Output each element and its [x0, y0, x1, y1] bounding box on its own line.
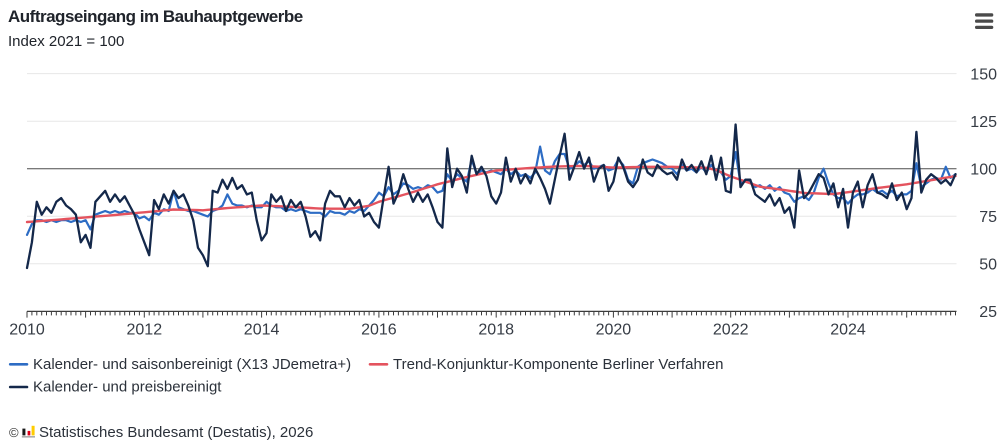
svg-text:125: 125 [970, 114, 997, 131]
svg-text:Trend-Konjunktur-Komponente Be: Trend-Konjunktur-Komponente Berliner Ver… [393, 356, 723, 373]
svg-text:2022: 2022 [713, 322, 749, 339]
svg-text:2012: 2012 [127, 322, 163, 339]
svg-text:2018: 2018 [478, 322, 514, 339]
svg-text:75: 75 [979, 209, 997, 226]
svg-text:2010: 2010 [9, 322, 45, 339]
svg-text:150: 150 [970, 66, 997, 83]
svg-text:2024: 2024 [830, 322, 866, 339]
svg-text:2016: 2016 [361, 322, 397, 339]
svg-text:2020: 2020 [596, 322, 632, 339]
svg-text:Index 2021 = 100: Index 2021 = 100 [8, 33, 124, 50]
svg-text:100: 100 [970, 162, 997, 179]
svg-text:Statistisches Bundesamt (Desta: Statistisches Bundesamt (Destatis), 2026 [39, 424, 313, 441]
svg-text:Auftragseingang im Bauhauptgew: Auftragseingang im Bauhauptgewerbe [8, 7, 303, 26]
svg-text:©: © [9, 425, 19, 440]
svg-text:Kalender- und preisbereinigt: Kalender- und preisbereinigt [33, 379, 222, 396]
svg-text:50: 50 [979, 257, 997, 274]
svg-text:2014: 2014 [244, 322, 280, 339]
svg-text:Kalender- und saisonbereinigt: Kalender- und saisonbereinigt (X13 JDeme… [33, 356, 351, 373]
svg-text:25: 25 [979, 304, 997, 321]
